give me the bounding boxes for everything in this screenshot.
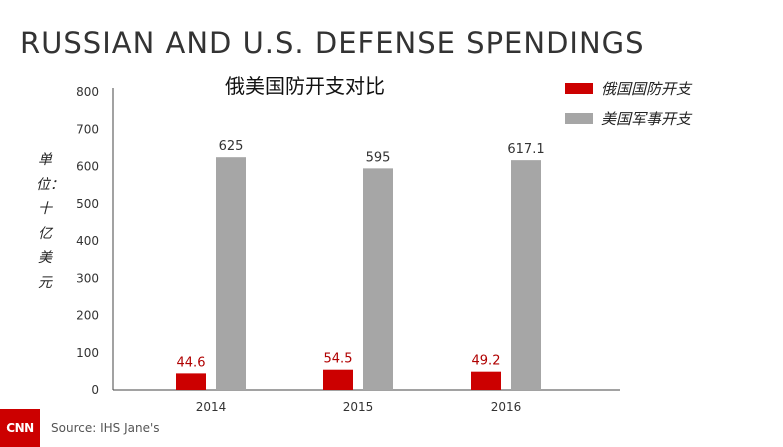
- y-tick-label-1: 100: [76, 346, 99, 360]
- bar-russia-2015: [323, 369, 353, 390]
- y-tick-label-0: 0: [91, 383, 99, 397]
- data-label-russia-2016: 49.2: [472, 354, 501, 369]
- chart-title: 俄美国防开支对比: [225, 74, 385, 98]
- bar-us-2015: [363, 168, 393, 390]
- data-label-russia-2015: 54.5: [324, 352, 353, 367]
- data-label-us-2016: 617.1: [507, 142, 544, 157]
- legend-label-russia: 俄国国防开支: [601, 80, 692, 98]
- y-tick-label-6: 600: [76, 160, 99, 174]
- data-label-russia-2014: 44.6: [177, 355, 206, 370]
- x-tick-label-1: 2015: [343, 400, 374, 414]
- data-label-us-2014: 625: [219, 139, 244, 154]
- y-tick-label-7: 700: [76, 122, 99, 136]
- x-tick-label-2: 2016: [491, 400, 522, 414]
- bar-us-2014: [216, 157, 246, 390]
- y-tick-label-8: 800: [76, 85, 99, 99]
- legend-label-us: 美国军事开支: [601, 110, 692, 128]
- y-tick-label-4: 400: [76, 234, 99, 248]
- bar-russia-2016: [471, 371, 501, 390]
- source-note: Source: IHS Jane's: [51, 421, 160, 435]
- y-tick-label-2: 200: [76, 309, 99, 323]
- legend-swatch-us: [565, 113, 593, 124]
- cnn-logo: CNN: [0, 409, 40, 447]
- bar-us-2016: [511, 160, 541, 390]
- y-tick-label-3: 300: [76, 271, 99, 285]
- headline: RUSSIAN AND U.S. DEFENSE SPENDINGS: [20, 26, 645, 60]
- legend-item-russia: 俄国国防开支: [565, 78, 691, 99]
- x-tick-label-0: 2014: [196, 400, 227, 414]
- y-tick-label-5: 500: [76, 197, 99, 211]
- legend-swatch-russia: [565, 83, 593, 94]
- legend-item-us: 美国军事开支: [565, 108, 691, 129]
- data-label-us-2015: 595: [366, 150, 391, 165]
- bar-russia-2014: [176, 373, 206, 390]
